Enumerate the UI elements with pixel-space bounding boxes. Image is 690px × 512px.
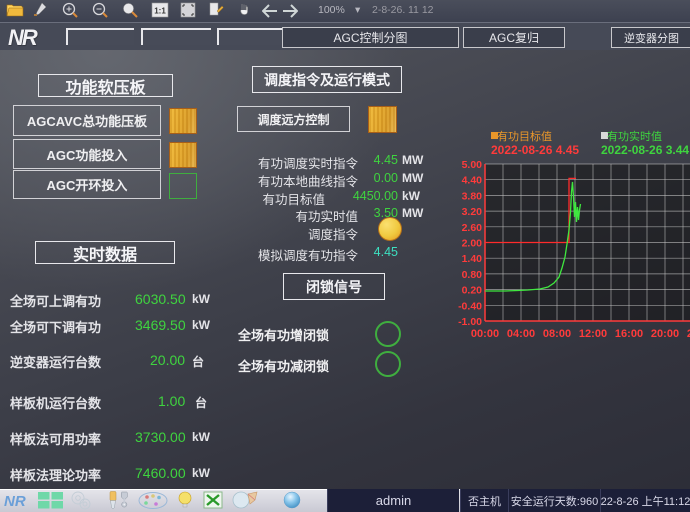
- svg-text:08:00: 08:00: [543, 328, 571, 340]
- svg-text:12:00: 12:00: [579, 328, 607, 340]
- svg-text:0.20: 0.20: [462, 285, 483, 297]
- svg-text:-1.00: -1.00: [458, 316, 482, 328]
- svg-text:-0.40: -0.40: [458, 300, 482, 312]
- svg-text:2.00: 2.00: [462, 238, 483, 250]
- svg-text:2.60: 2.60: [462, 222, 483, 234]
- svg-text:0.80: 0.80: [462, 269, 483, 281]
- svg-text:4.40: 4.40: [462, 175, 483, 187]
- svg-text:04:00: 04:00: [507, 328, 535, 340]
- svg-text:5.00: 5.00: [462, 159, 483, 171]
- svg-text:1.40: 1.40: [462, 253, 483, 265]
- svg-text:16:00: 16:00: [615, 328, 643, 340]
- svg-text:3.20: 3.20: [462, 206, 483, 218]
- svg-text:20:00: 20:00: [651, 328, 679, 340]
- svg-text:NR: NR: [4, 493, 26, 510]
- svg-text:3.80: 3.80: [462, 190, 483, 202]
- svg-text:1:1: 1:1: [154, 7, 166, 16]
- svg-text:00:00: 00:00: [471, 328, 499, 340]
